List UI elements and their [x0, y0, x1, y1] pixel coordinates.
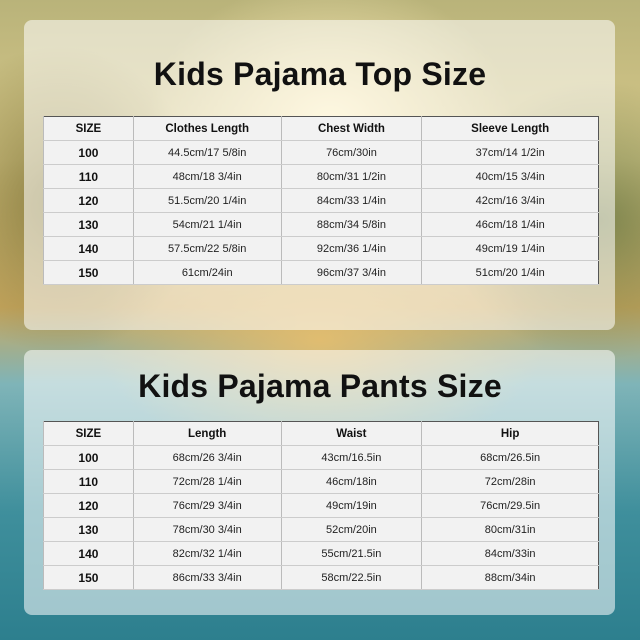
- table-row: 120 76cm/29 3/4in 49cm/19in 76cm/29.5in: [43, 493, 599, 518]
- table-row: 110 48cm/18 3/4in 80cm/31 1/2in 40cm/15 3/4…: [43, 164, 599, 189]
- column-header: Length: [132, 421, 282, 446]
- column-header: SIZE: [43, 116, 134, 141]
- measurement-cell: 76cm/29 3/4in: [132, 493, 282, 518]
- table-row: 140 57.5cm/22 5/8in 92cm/36 1/4in 49cm/19 1…: [43, 236, 599, 261]
- measurement-cell: 54cm/21 1/4in: [132, 212, 282, 237]
- measurement-cell: 61cm/24in: [132, 260, 282, 285]
- measurement-cell: 42cm/16 3/4in: [421, 188, 599, 213]
- measurement-cell: 57.5cm/22 5/8in: [132, 236, 282, 261]
- size-cell: 110: [43, 469, 134, 494]
- measurement-cell: 96cm/37 3/4in: [280, 260, 422, 285]
- table-row: 100 68cm/26 3/4in 43cm/16.5in 68cm/26.5in: [43, 445, 599, 470]
- column-header: Chest Width: [280, 116, 422, 141]
- measurement-cell: 84cm/33in: [421, 541, 599, 566]
- pants-size-table: SIZE Length Waist Hip 100 68cm/26 3/4in 43cm/…: [43, 421, 599, 590]
- top-size-title: Kids Pajama Top Size: [153, 56, 487, 92]
- measurement-cell: 55cm/21.5in: [280, 541, 422, 566]
- measurement-cell: 88cm/34 5/8in: [280, 212, 422, 237]
- measurement-cell: 80cm/31 1/2in: [280, 164, 422, 189]
- measurement-cell: 49cm/19in: [280, 493, 422, 518]
- measurement-cell: 76cm/30in: [280, 140, 422, 165]
- measurement-cell: 46cm/18in: [280, 469, 422, 494]
- size-cell: 120: [43, 188, 134, 213]
- measurement-cell: 46cm/18 1/4in: [421, 212, 599, 237]
- measurement-cell: 86cm/33 3/4in: [132, 565, 282, 590]
- size-cell: 150: [43, 565, 134, 590]
- size-cell: 130: [43, 517, 134, 542]
- measurement-cell: 68cm/26 3/4in: [132, 445, 282, 470]
- measurement-cell: 78cm/30 3/4in: [132, 517, 282, 542]
- size-cell: 150: [43, 260, 134, 285]
- table-row: 120 51.5cm/20 1/4in 84cm/33 1/4in 42cm/16 3…: [43, 188, 599, 213]
- measurement-cell: 48cm/18 3/4in: [132, 164, 282, 189]
- table-header-row: SIZE Length Waist Hip: [43, 421, 599, 446]
- column-header: Clothes Length: [132, 116, 282, 141]
- column-header: Sleeve Length: [421, 116, 599, 141]
- measurement-cell: 52cm/20in: [280, 517, 422, 542]
- size-cell: 100: [43, 445, 134, 470]
- measurement-cell: 44.5cm/17 5/8in: [132, 140, 282, 165]
- measurement-cell: 72cm/28 1/4in: [132, 469, 282, 494]
- size-cell: 130: [43, 212, 134, 237]
- table-header-row: SIZE Clothes Length Chest Width Sleeve Leng…: [43, 116, 599, 141]
- measurement-cell: 88cm/34in: [421, 565, 599, 590]
- column-header: Hip: [421, 421, 599, 446]
- measurement-cell: 58cm/22.5in: [280, 565, 422, 590]
- top-size-table: SIZE Clothes Length Chest Width Sleeve Leng…: [43, 116, 599, 285]
- measurement-cell: 51.5cm/20 1/4in: [132, 188, 282, 213]
- size-cell: 140: [43, 541, 134, 566]
- size-cell: 100: [43, 140, 134, 165]
- measurement-cell: 51cm/20 1/4in: [421, 260, 599, 285]
- measurement-cell: 49cm/19 1/4in: [421, 236, 599, 261]
- table-row: 140 82cm/32 1/4in 55cm/21.5in 84cm/33in: [43, 541, 599, 566]
- measurement-cell: 72cm/28in: [421, 469, 599, 494]
- table-row: 130 78cm/30 3/4in 52cm/20in 80cm/31in: [43, 517, 599, 542]
- measurement-cell: 82cm/32 1/4in: [132, 541, 282, 566]
- table-row: 130 54cm/21 1/4in 88cm/34 5/8in 46cm/18 1/4…: [43, 212, 599, 237]
- column-header: SIZE: [43, 421, 134, 446]
- table-row: 150 61cm/24in 96cm/37 3/4in 51cm/20 1/4in: [43, 260, 599, 285]
- size-cell: 110: [43, 164, 134, 189]
- table-row: 110 72cm/28 1/4in 46cm/18in 72cm/28in: [43, 469, 599, 494]
- measurement-cell: 43cm/16.5in: [280, 445, 422, 470]
- table-row: 100 44.5cm/17 5/8in 76cm/30in 37cm/14 1/2in: [43, 140, 599, 165]
- measurement-cell: 76cm/29.5in: [421, 493, 599, 518]
- measurement-cell: 84cm/33 1/4in: [280, 188, 422, 213]
- measurement-cell: 68cm/26.5in: [421, 445, 599, 470]
- column-header: Waist: [280, 421, 422, 446]
- measurement-cell: 80cm/31in: [421, 517, 599, 542]
- measurement-cell: 37cm/14 1/2in: [421, 140, 599, 165]
- table-row: 150 86cm/33 3/4in 58cm/22.5in 88cm/34in: [43, 565, 599, 590]
- size-cell: 140: [43, 236, 134, 261]
- size-cell: 120: [43, 493, 134, 518]
- measurement-cell: 40cm/15 3/4in: [421, 164, 599, 189]
- pants-size-title: Kids Pajama Pants Size: [138, 368, 502, 404]
- measurement-cell: 92cm/36 1/4in: [280, 236, 422, 261]
